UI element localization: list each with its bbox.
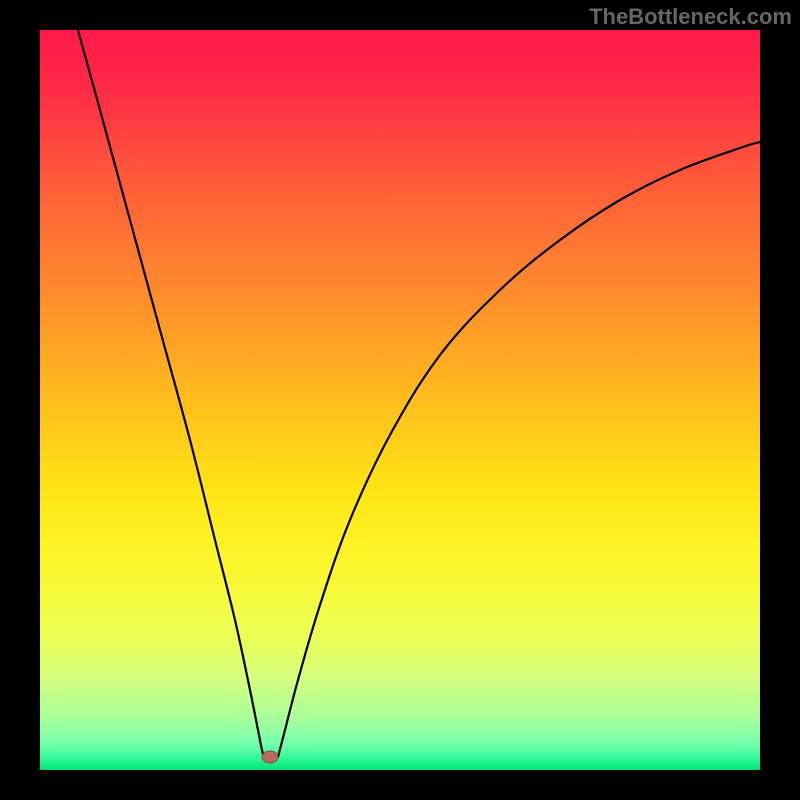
gradient-background xyxy=(40,30,760,770)
chart-container: TheBottleneck.com xyxy=(0,0,800,800)
watermark-text: TheBottleneck.com xyxy=(589,4,792,30)
chart-svg xyxy=(0,0,800,800)
minimum-point-marker xyxy=(262,751,278,763)
